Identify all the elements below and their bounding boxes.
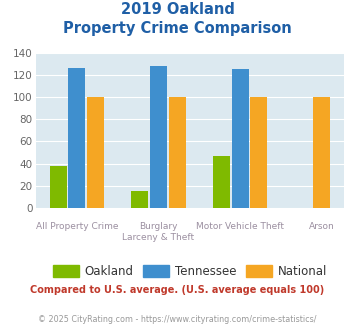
- Bar: [68, 68, 86, 208]
- Bar: [313, 97, 330, 208]
- Text: Property Crime Comparison: Property Crime Comparison: [63, 21, 292, 36]
- Bar: [169, 97, 186, 208]
- Text: Larceny & Theft: Larceny & Theft: [122, 233, 195, 242]
- Bar: [131, 191, 148, 208]
- Bar: [150, 66, 167, 208]
- Text: 2019 Oakland: 2019 Oakland: [121, 2, 234, 16]
- Text: Motor Vehicle Theft: Motor Vehicle Theft: [196, 222, 284, 231]
- Bar: [250, 97, 267, 208]
- Bar: [50, 166, 67, 208]
- Legend: Oakland, Tennessee, National: Oakland, Tennessee, National: [48, 260, 332, 283]
- Text: Burglary: Burglary: [139, 222, 178, 231]
- Text: Compared to U.S. average. (U.S. average equals 100): Compared to U.S. average. (U.S. average …: [31, 285, 324, 295]
- Text: Arson: Arson: [309, 222, 335, 231]
- Bar: [213, 156, 230, 208]
- Text: © 2025 CityRating.com - https://www.cityrating.com/crime-statistics/: © 2025 CityRating.com - https://www.city…: [38, 315, 317, 324]
- Bar: [231, 69, 249, 208]
- Text: All Property Crime: All Property Crime: [36, 222, 118, 231]
- Bar: [87, 97, 104, 208]
